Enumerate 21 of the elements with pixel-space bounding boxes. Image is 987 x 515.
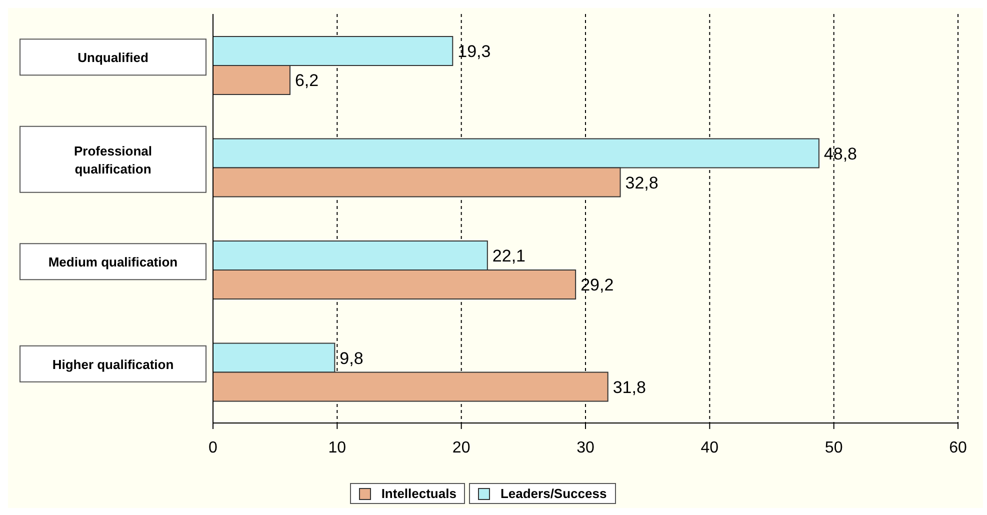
legend-label: Leaders/Success bbox=[500, 486, 607, 501]
x-tick-label: 50 bbox=[824, 439, 843, 456]
data-label: 48,8 bbox=[824, 144, 858, 164]
data-label: 9,8 bbox=[340, 348, 364, 368]
x-tick-label: 10 bbox=[328, 439, 346, 456]
x-tick-label: 30 bbox=[576, 439, 594, 456]
legend-label: Intellectuals bbox=[381, 486, 456, 501]
x-tick-label: 20 bbox=[452, 439, 470, 456]
y-tick-label: Medium qualification bbox=[48, 254, 178, 270]
data-label: 6,2 bbox=[294, 71, 319, 90]
data-label: 22,1 bbox=[492, 246, 526, 266]
x-tick-label: 60 bbox=[949, 439, 967, 456]
y-tick-label: Higher qualification bbox=[52, 356, 174, 372]
data-label: 19,3 bbox=[458, 42, 491, 62]
x-tick-label: 40 bbox=[700, 439, 719, 456]
y-tick-label: Unqualified bbox=[78, 50, 148, 65]
data-label: 29,2 bbox=[580, 276, 614, 295]
data-label: 31,8 bbox=[612, 378, 646, 397]
data-label: 32,8 bbox=[625, 173, 658, 192]
x-tick-label: 0 bbox=[208, 439, 218, 456]
y-tick-label: Professional qualification bbox=[74, 142, 152, 176]
